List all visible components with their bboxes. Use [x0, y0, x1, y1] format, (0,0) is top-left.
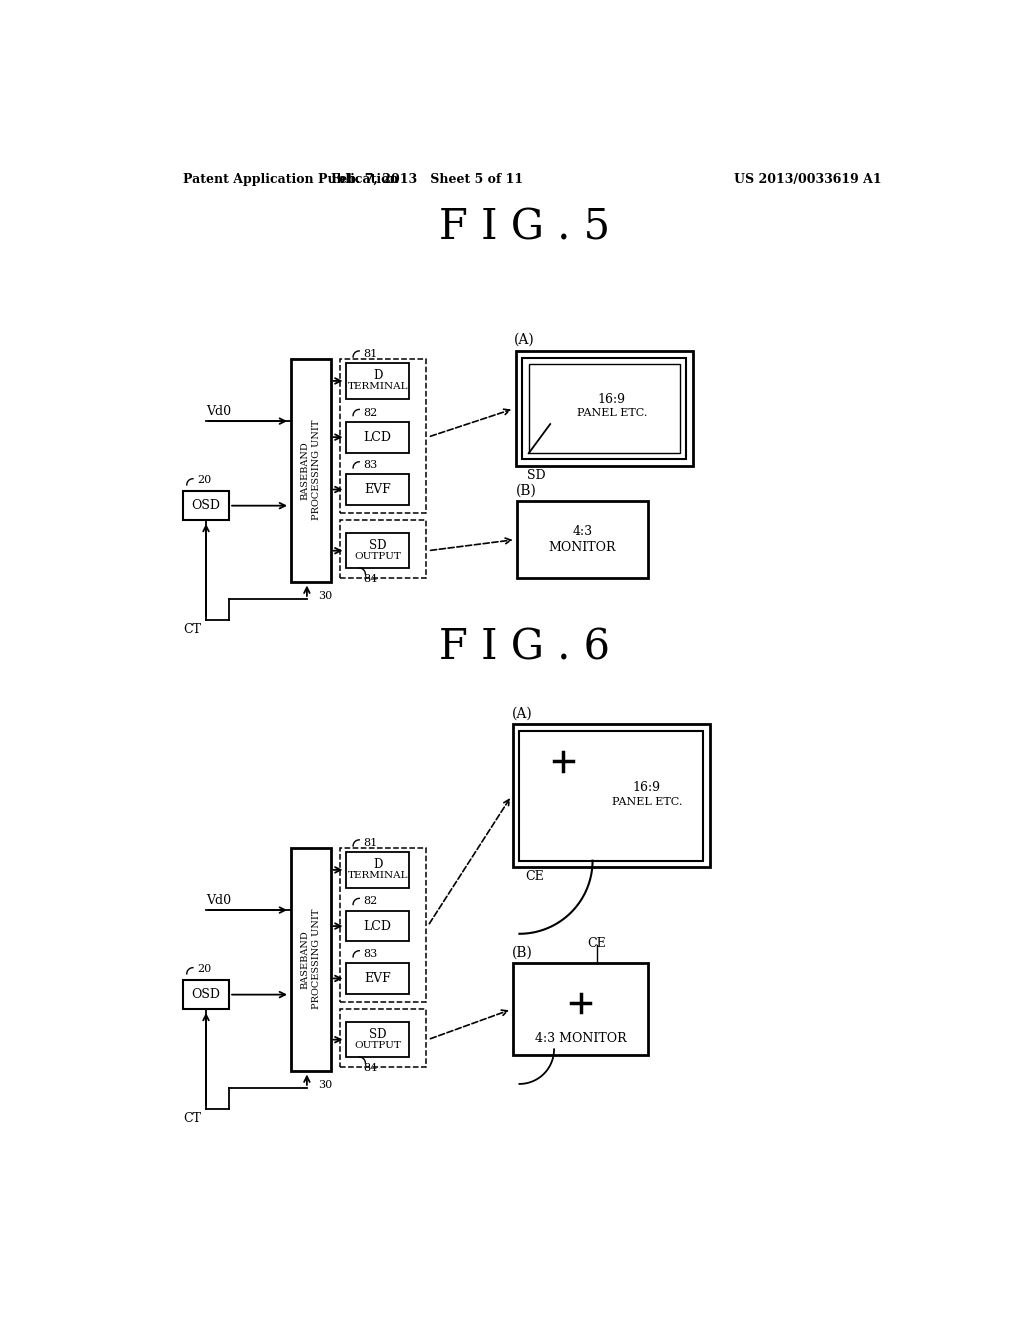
Text: BASEBAND
PROCESSING UNIT: BASEBAND PROCESSING UNIT: [300, 909, 322, 1010]
Text: Feb. 7, 2013   Sheet 5 of 11: Feb. 7, 2013 Sheet 5 of 11: [331, 173, 523, 186]
Text: OSD: OSD: [191, 989, 220, 1001]
Text: 84: 84: [364, 1063, 378, 1073]
Bar: [513, 725, 710, 867]
Text: OSD: OSD: [191, 499, 220, 512]
Text: F I G . 6: F I G . 6: [439, 627, 610, 668]
Text: SD: SD: [527, 469, 546, 482]
Text: 81: 81: [364, 348, 378, 359]
Text: (B): (B): [512, 945, 532, 960]
Text: LCD: LCD: [364, 430, 392, 444]
Bar: [346, 1022, 410, 1057]
Text: (B): (B): [515, 483, 537, 498]
Bar: [515, 351, 692, 466]
Text: CT: CT: [183, 1111, 201, 1125]
Text: 30: 30: [317, 1080, 332, 1090]
Text: LCD: LCD: [364, 920, 392, 933]
Bar: [346, 964, 410, 994]
Bar: [291, 847, 331, 1071]
Bar: [183, 491, 229, 520]
Bar: [528, 364, 680, 453]
Text: D: D: [373, 858, 382, 871]
Text: 82: 82: [364, 896, 378, 907]
Text: 20: 20: [197, 475, 211, 486]
Text: 30: 30: [317, 591, 332, 601]
Text: PANEL ETC.: PANEL ETC.: [611, 797, 682, 807]
Bar: [513, 964, 648, 1056]
Bar: [340, 847, 426, 1002]
Bar: [346, 422, 410, 453]
Text: 16:9: 16:9: [598, 393, 626, 407]
Text: BASEBAND
PROCESSING UNIT: BASEBAND PROCESSING UNIT: [300, 420, 322, 520]
Bar: [346, 853, 410, 887]
Bar: [346, 363, 410, 399]
Text: (A): (A): [512, 706, 532, 721]
Bar: [340, 520, 426, 578]
Text: (A): (A): [514, 333, 535, 347]
Text: Vd0: Vd0: [206, 894, 231, 907]
Text: CE: CE: [524, 870, 544, 883]
Text: OUTPUT: OUTPUT: [354, 1040, 401, 1049]
Text: MONITOR: MONITOR: [549, 541, 616, 554]
Text: 82: 82: [364, 408, 378, 417]
Bar: [291, 359, 331, 582]
Text: TERMINAL: TERMINAL: [347, 871, 408, 879]
Bar: [522, 358, 686, 459]
Text: 83: 83: [364, 459, 378, 470]
Text: 81: 81: [364, 838, 378, 847]
Text: 83: 83: [364, 949, 378, 958]
Bar: [183, 979, 229, 1010]
Bar: [340, 1010, 426, 1067]
Text: F I G . 5: F I G . 5: [439, 207, 610, 248]
Text: 16:9: 16:9: [633, 781, 660, 795]
Text: OUTPUT: OUTPUT: [354, 552, 401, 561]
Text: D: D: [373, 370, 382, 381]
Text: 84: 84: [364, 574, 378, 583]
Text: CT: CT: [183, 623, 201, 636]
Bar: [340, 359, 426, 512]
Text: 20: 20: [197, 964, 211, 974]
Text: CE: CE: [588, 936, 606, 949]
Text: 4:3 MONITOR: 4:3 MONITOR: [535, 1032, 627, 1045]
Text: EVF: EVF: [365, 972, 391, 985]
Bar: [519, 730, 703, 861]
Bar: [346, 533, 410, 568]
Text: PANEL ETC.: PANEL ETC.: [577, 408, 647, 417]
Bar: [346, 474, 410, 506]
Bar: [346, 911, 410, 941]
Text: US 2013/0033619 A1: US 2013/0033619 A1: [734, 173, 882, 186]
Text: 4:3: 4:3: [572, 525, 593, 539]
Text: EVF: EVF: [365, 483, 391, 496]
Text: SD: SD: [369, 1028, 386, 1040]
Text: SD: SD: [369, 539, 386, 552]
Text: Vd0: Vd0: [206, 405, 231, 417]
Bar: [517, 502, 648, 578]
Text: TERMINAL: TERMINAL: [347, 381, 408, 391]
Text: Patent Application Publication: Patent Application Publication: [183, 173, 398, 186]
